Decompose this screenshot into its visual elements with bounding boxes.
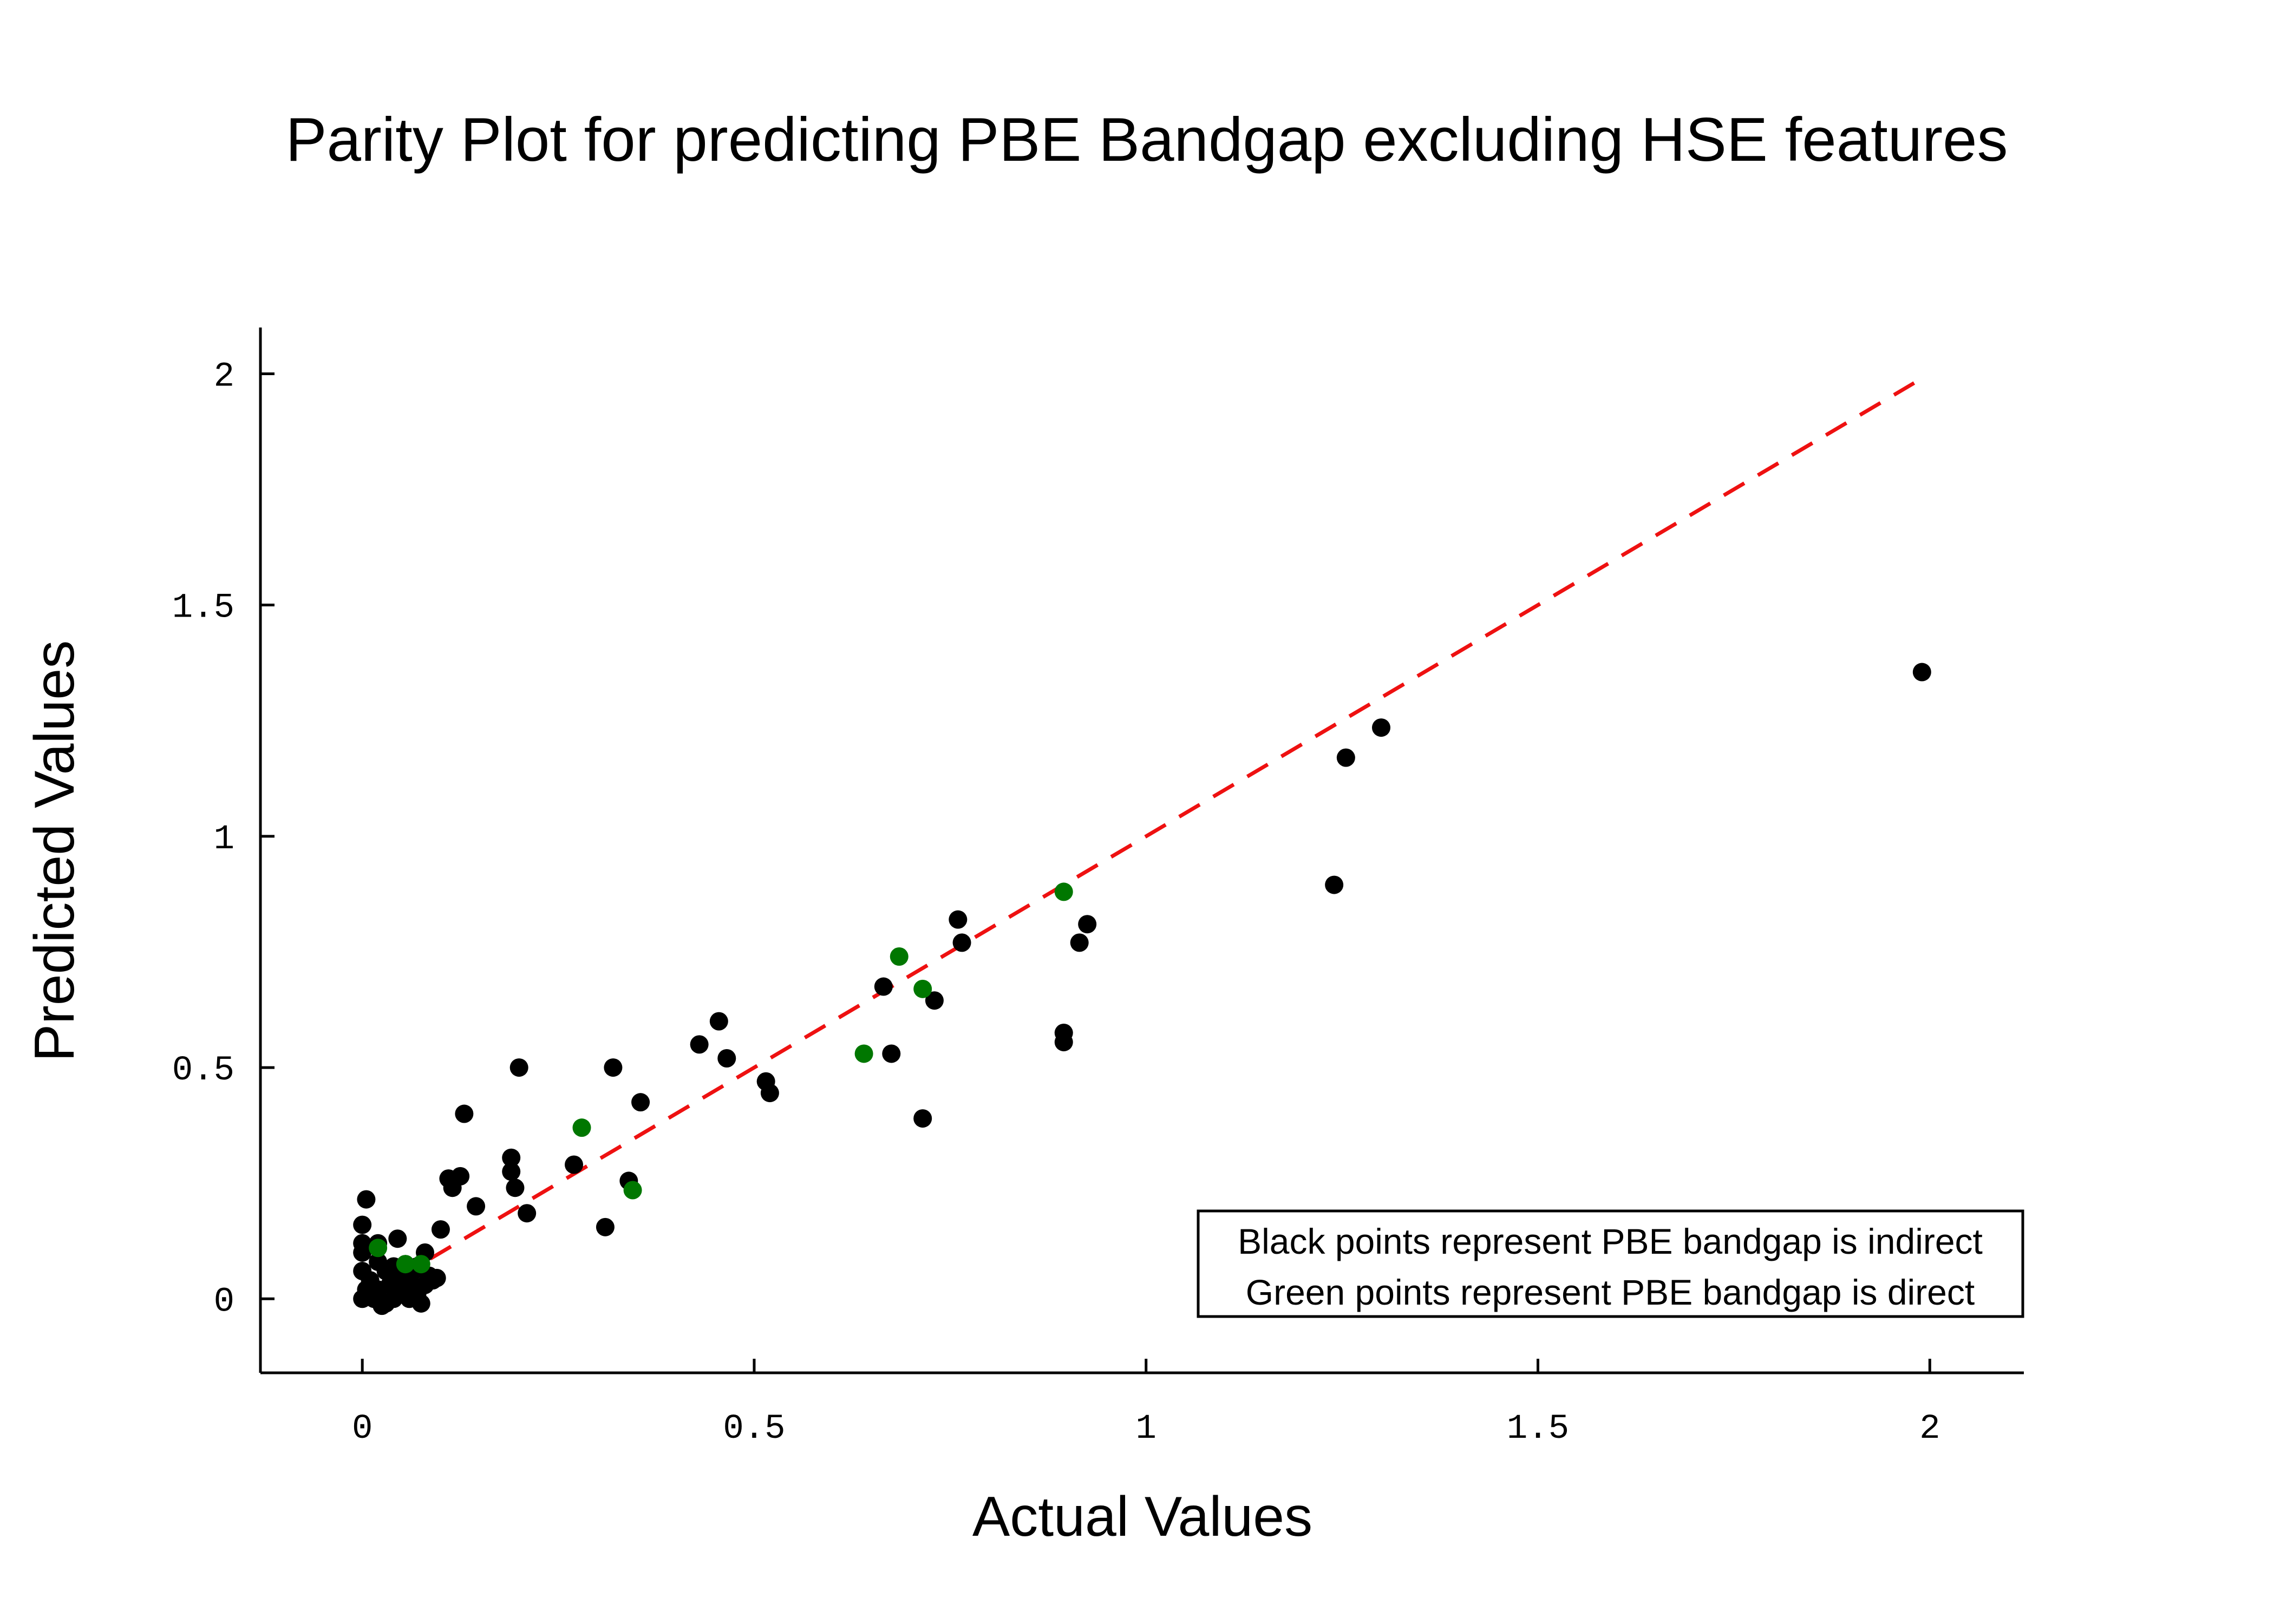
data-point-indirect	[427, 1268, 446, 1287]
x-tick-label: 0	[352, 1410, 373, 1449]
data-point-indirect	[1336, 748, 1355, 767]
data-point-indirect	[1912, 663, 1931, 682]
data-point-indirect	[451, 1167, 470, 1186]
data-point-indirect	[518, 1204, 537, 1223]
y-axis-label: Predicted Values	[23, 640, 86, 1062]
data-point-indirect	[952, 933, 971, 952]
data-point-direct	[623, 1181, 642, 1200]
data-point-indirect	[709, 1012, 728, 1031]
data-point-indirect	[949, 910, 968, 929]
data-point-indirect	[760, 1084, 779, 1103]
data-point-direct	[890, 947, 909, 966]
x-ticks: 0 0.5 1 1.5 2	[352, 1359, 1940, 1449]
data-point-indirect	[400, 1289, 419, 1308]
x-tick-label: 0.5	[723, 1410, 785, 1449]
data-point-indirect	[357, 1190, 376, 1209]
data-point-indirect	[455, 1104, 474, 1123]
scatter-points	[353, 663, 1931, 1315]
data-point-indirect	[467, 1197, 486, 1216]
data-point-indirect	[353, 1215, 372, 1234]
data-point-direct	[411, 1255, 430, 1274]
x-tick-label: 1	[1136, 1410, 1156, 1449]
data-point-indirect	[925, 991, 944, 1010]
axes	[259, 328, 2024, 1374]
data-point-direct	[396, 1255, 415, 1274]
data-point-indirect	[690, 1035, 709, 1054]
data-point-indirect	[1054, 1033, 1073, 1052]
legend-line-indirect: Black points represent PBE bandgap is in…	[1238, 1221, 1983, 1261]
data-point-indirect	[502, 1162, 521, 1181]
data-point-direct	[572, 1118, 591, 1137]
data-point-indirect	[565, 1155, 584, 1174]
y-tick-label: 1.5	[172, 589, 234, 628]
data-point-indirect	[506, 1178, 525, 1197]
data-point-indirect	[1070, 933, 1089, 952]
data-point-indirect	[1078, 915, 1097, 934]
x-tick-label: 2	[1919, 1410, 1940, 1449]
chart-title: Parity Plot for predicting PBE Bandgap e…	[285, 106, 2008, 174]
data-point-indirect	[882, 1044, 901, 1063]
y-tick-label: 0	[214, 1282, 234, 1321]
data-point-indirect	[913, 1109, 932, 1128]
data-point-indirect	[361, 1275, 380, 1294]
data-point-direct	[369, 1239, 388, 1258]
data-point-direct	[854, 1044, 873, 1063]
legend-box	[1197, 1209, 2024, 1318]
data-point-indirect	[431, 1220, 450, 1239]
data-point-direct	[1054, 882, 1073, 901]
legend-annotation: Black points represent PBE bandgap is in…	[1197, 1209, 2024, 1318]
data-point-indirect	[353, 1234, 372, 1253]
data-point-indirect	[509, 1058, 528, 1077]
y-tick-label: 0.5	[172, 1051, 234, 1090]
data-point-indirect	[1325, 875, 1344, 894]
data-point-indirect	[596, 1217, 615, 1236]
data-point-indirect	[874, 977, 893, 996]
data-point-indirect	[388, 1229, 407, 1248]
y-tick-label: 2	[214, 357, 234, 396]
parity-line	[361, 381, 1916, 1301]
data-point-indirect	[353, 1262, 372, 1281]
data-point-indirect	[631, 1093, 650, 1112]
y-ticks: 0 0.5 1 1.5 2	[172, 357, 275, 1321]
x-axis-label: Actual Values	[972, 1485, 1312, 1548]
data-point-indirect	[1372, 718, 1391, 737]
legend-line-direct: Green points represent PBE bandgap is di…	[1246, 1272, 1975, 1312]
data-point-indirect	[604, 1058, 623, 1077]
data-point-indirect	[717, 1049, 736, 1068]
y-tick-label: 1	[214, 820, 234, 859]
x-tick-label: 1.5	[1507, 1410, 1569, 1449]
data-point-direct	[913, 979, 932, 998]
data-point-indirect	[502, 1148, 521, 1167]
